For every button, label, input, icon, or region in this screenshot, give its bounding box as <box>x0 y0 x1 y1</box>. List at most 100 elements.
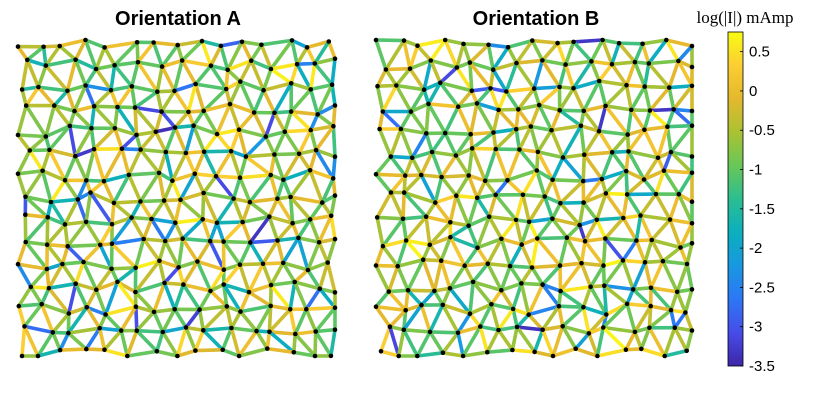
network-edge <box>415 350 445 358</box>
network-edge <box>468 280 475 316</box>
network-edge <box>432 289 445 307</box>
network-node <box>454 193 459 198</box>
network-edge <box>579 124 601 133</box>
network-edge <box>157 171 166 203</box>
network-edge <box>221 262 242 287</box>
network-edge <box>624 330 637 352</box>
network-edge <box>475 196 492 219</box>
network-edge <box>455 65 474 93</box>
network-node <box>161 198 167 203</box>
network-node <box>401 190 407 195</box>
network-edge <box>587 331 600 358</box>
network-edge <box>89 126 96 151</box>
network-edge <box>374 38 388 72</box>
network-edge <box>22 324 55 335</box>
network-node <box>632 329 638 335</box>
network-edge <box>215 132 233 153</box>
network-edge <box>135 328 165 334</box>
network-edge <box>325 237 337 265</box>
network-edge <box>675 262 689 294</box>
network-edge <box>138 198 166 204</box>
network-edge <box>127 171 161 177</box>
network-edge <box>629 84 647 112</box>
network-edge <box>448 263 467 291</box>
network-node <box>488 86 493 91</box>
network-edge <box>201 191 219 225</box>
network-edge <box>315 103 337 117</box>
network-edge <box>109 63 117 92</box>
network-edge <box>669 150 694 175</box>
network-edge <box>85 287 99 310</box>
network-edge <box>642 84 672 90</box>
network-edge <box>252 88 266 115</box>
network-node <box>91 104 97 109</box>
network-edge <box>120 133 139 151</box>
network-edge <box>254 329 270 351</box>
network-node <box>186 109 191 115</box>
network-edge <box>535 236 562 268</box>
network-edge <box>228 102 241 132</box>
network-node <box>313 147 319 153</box>
network-edge <box>649 285 680 294</box>
network-node <box>288 194 293 200</box>
network-edge <box>39 286 51 307</box>
network-node <box>75 197 81 202</box>
network-node <box>581 304 586 310</box>
network-edge <box>519 281 545 287</box>
network-node <box>409 155 415 161</box>
network-edge <box>20 87 29 108</box>
network-edge <box>50 311 71 335</box>
network-edge <box>225 68 243 84</box>
network-edge <box>215 221 226 244</box>
network-edge <box>293 307 309 336</box>
network-edge <box>112 173 131 205</box>
network-node <box>380 109 386 114</box>
network-edge <box>60 244 70 266</box>
network-edge <box>329 214 337 241</box>
network-node <box>48 199 54 205</box>
network-node <box>176 265 181 270</box>
network-edge <box>394 83 413 114</box>
network-edge <box>65 244 86 264</box>
colorbar-tick-label: -3 <box>749 319 762 336</box>
network-edge <box>656 124 670 160</box>
network-edge <box>499 288 515 311</box>
network-node <box>420 257 426 263</box>
network-edge <box>16 172 28 199</box>
network-edge <box>530 265 545 287</box>
network-edge <box>381 244 400 269</box>
network-edge <box>248 214 272 245</box>
network-node <box>154 349 160 354</box>
network-edge <box>281 178 293 199</box>
network-edge <box>633 60 651 66</box>
network-node <box>474 101 480 106</box>
network-edge <box>406 288 437 293</box>
network-edge <box>45 215 67 227</box>
network-edge <box>52 103 77 113</box>
network-edge <box>515 312 531 329</box>
network-node <box>308 127 314 133</box>
network-edge <box>633 304 653 334</box>
network-edge <box>583 218 599 243</box>
network-edge <box>163 236 185 243</box>
network-edge <box>665 107 676 129</box>
network-edge <box>537 103 554 132</box>
network-edge <box>297 128 313 156</box>
network-edge <box>642 84 652 113</box>
network-edge <box>221 239 253 245</box>
network-node <box>571 39 576 45</box>
network-edge <box>466 214 492 228</box>
network-edge <box>229 149 242 180</box>
network-edge <box>195 239 212 264</box>
network-edge <box>661 259 689 266</box>
network-edge <box>176 259 200 270</box>
network-edge <box>134 304 139 333</box>
network-edge <box>649 238 665 264</box>
network-edge <box>491 67 509 94</box>
network-node <box>486 214 492 219</box>
network-node <box>180 236 185 241</box>
network-edge <box>138 171 161 204</box>
network-node <box>288 81 294 86</box>
network-edge <box>648 107 676 113</box>
network-edge <box>433 200 453 225</box>
